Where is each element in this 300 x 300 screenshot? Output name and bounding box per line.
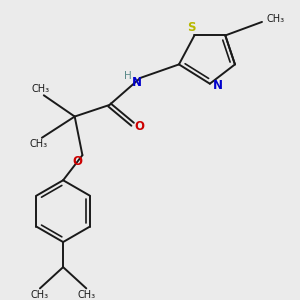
Text: CH₃: CH₃ <box>32 84 50 94</box>
Text: CH₃: CH₃ <box>267 14 285 24</box>
Text: O: O <box>72 155 82 168</box>
Text: CH₃: CH₃ <box>77 290 95 300</box>
Text: H: H <box>124 71 131 81</box>
Text: S: S <box>188 21 196 34</box>
Text: CH₃: CH₃ <box>30 139 48 149</box>
Text: N: N <box>131 76 142 89</box>
Text: N: N <box>213 79 223 92</box>
Text: O: O <box>135 120 145 133</box>
Text: CH₃: CH₃ <box>31 290 49 300</box>
